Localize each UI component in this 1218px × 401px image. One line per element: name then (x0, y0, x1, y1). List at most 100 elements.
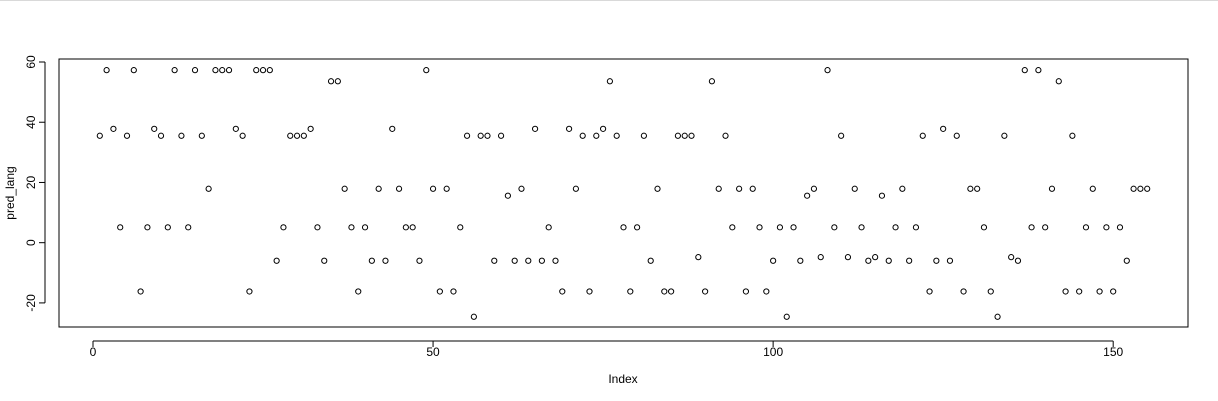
data-point (715, 185, 722, 192)
data-point (429, 185, 437, 192)
data-point (579, 132, 586, 139)
data-point (1130, 185, 1137, 192)
data-point (824, 67, 831, 74)
x-axis: 0 50 100 150 (90, 340, 1124, 359)
data-point (647, 257, 654, 264)
data-point (1096, 288, 1103, 295)
data-point (443, 185, 450, 192)
data-point (198, 132, 205, 139)
data-point (627, 288, 634, 295)
data-point (960, 288, 967, 295)
data-point (688, 132, 695, 139)
data-point (912, 224, 920, 231)
data-point (1076, 288, 1083, 295)
data-point (477, 132, 484, 139)
data-point (1144, 185, 1151, 192)
y-axis: -20 0 20 40 60 (24, 55, 46, 312)
data-point (178, 132, 185, 139)
data-point (1137, 185, 1144, 192)
data-point (334, 78, 341, 85)
x-tick-label: 150 (1103, 345, 1123, 359)
plot-frame (58, 58, 1189, 328)
data-point (1008, 254, 1015, 261)
data-point (1048, 185, 1056, 192)
data-point (872, 254, 879, 261)
data-point (382, 257, 389, 264)
data-point (280, 224, 287, 231)
data-point (470, 313, 477, 320)
data-point (463, 132, 471, 139)
data-point (613, 132, 620, 139)
data-point (919, 132, 926, 139)
data-point (851, 185, 858, 192)
x-tick-label: 0 (90, 345, 97, 359)
data-point (668, 288, 675, 295)
x-axis-label: Index (608, 372, 637, 386)
data-point (865, 257, 872, 264)
data-point (831, 224, 838, 231)
data-point (1021, 67, 1028, 74)
data-point (355, 288, 362, 295)
data-point (599, 125, 607, 132)
y-tick-label: -20 (24, 294, 38, 312)
data-point (1082, 224, 1090, 231)
data-point (565, 125, 573, 132)
data-point (946, 257, 954, 264)
data-point (511, 257, 518, 264)
data-point (640, 132, 648, 139)
data-point (531, 125, 539, 132)
data-point (96, 132, 103, 139)
data-point (484, 132, 491, 139)
data-point (130, 67, 137, 74)
data-point (790, 224, 797, 231)
data-point (736, 185, 743, 192)
data-point (491, 257, 498, 264)
data-point (538, 257, 545, 264)
data-point (375, 185, 382, 192)
data-point (776, 224, 784, 231)
data-point (1116, 224, 1124, 231)
data-point (457, 224, 464, 231)
data-point (232, 125, 239, 132)
data-point (654, 185, 661, 192)
data-point (287, 132, 294, 139)
data-point (341, 185, 348, 192)
data-point (1055, 78, 1062, 85)
data-point (844, 254, 852, 261)
data-point (300, 132, 307, 139)
data-point (559, 288, 566, 295)
data-point (450, 288, 457, 295)
data-point (273, 257, 280, 264)
data-point (1089, 185, 1096, 192)
data-point (368, 257, 375, 264)
data-point (123, 132, 131, 139)
data-point (191, 67, 199, 74)
data-point (545, 224, 552, 231)
window-top-border (0, 0, 1218, 1)
data-point (504, 192, 511, 199)
data-point (117, 224, 124, 231)
data-point (361, 224, 369, 231)
data-point (402, 224, 409, 231)
data-point (953, 132, 960, 139)
data-point (219, 67, 226, 74)
data-point (409, 224, 416, 231)
data-point (838, 132, 845, 139)
data-point (151, 125, 158, 132)
data-point (797, 257, 804, 264)
data-point (144, 224, 151, 231)
data-point (729, 224, 736, 231)
data-point (681, 132, 688, 139)
data-point (940, 125, 947, 132)
y-tick-label: 0 (24, 239, 38, 246)
data-point (885, 257, 892, 264)
data-point (892, 224, 899, 231)
data-point (606, 78, 613, 85)
data-point (1123, 257, 1130, 264)
data-point (674, 132, 682, 139)
data-point (259, 67, 267, 74)
data-point (157, 132, 165, 139)
data-point (899, 185, 906, 192)
data-point (518, 185, 525, 192)
